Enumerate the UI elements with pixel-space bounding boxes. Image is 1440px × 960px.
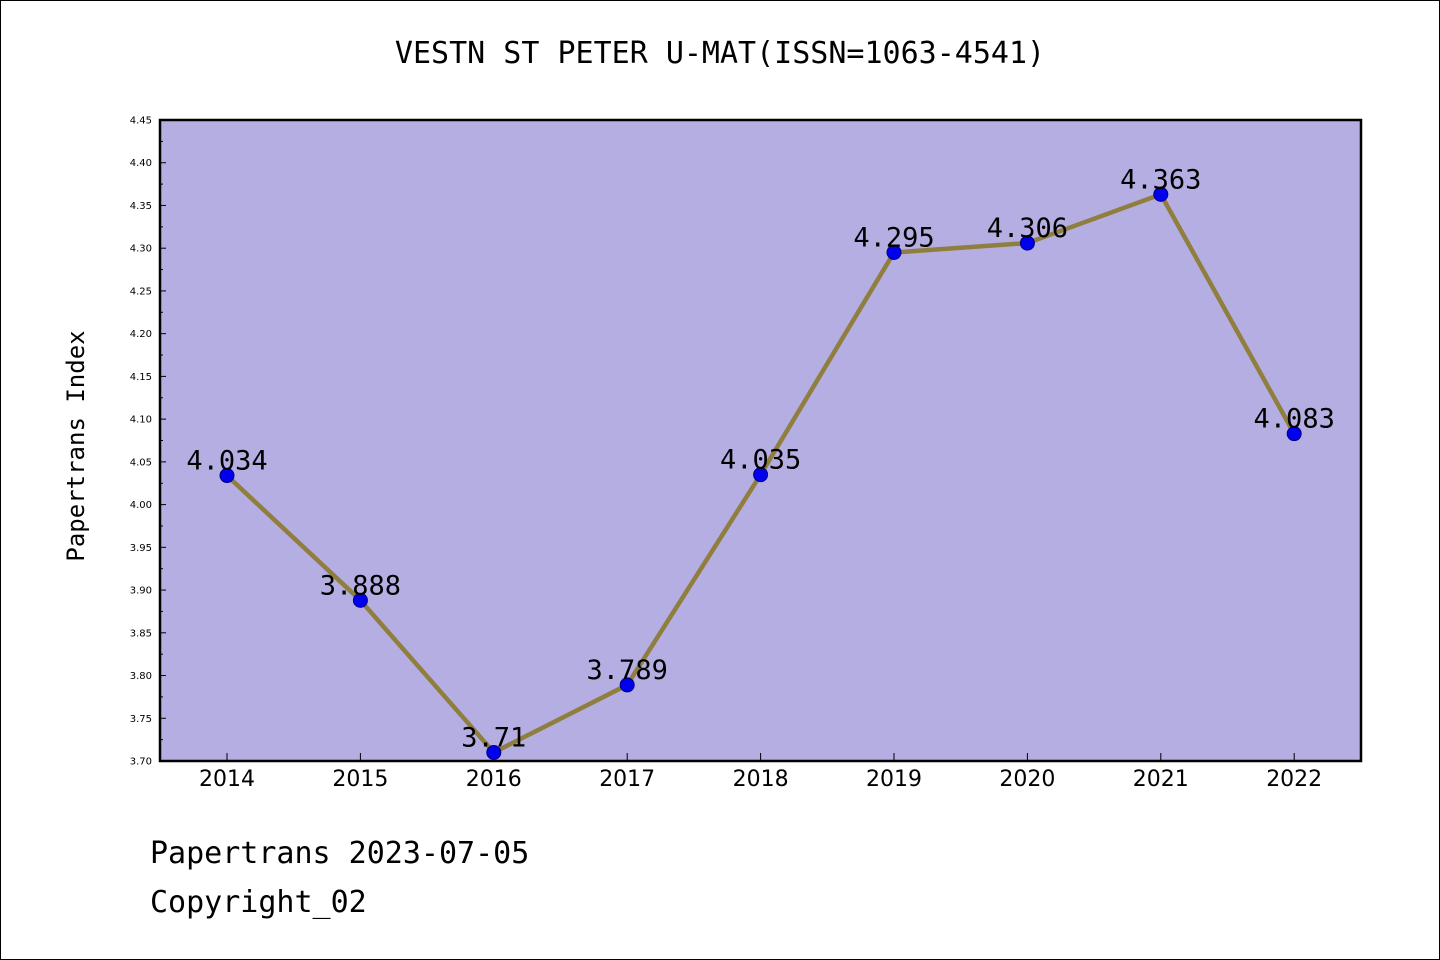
y-tick-label: 4.35 bbox=[130, 201, 152, 212]
y-tick-label: 3.90 bbox=[130, 586, 152, 597]
y-axis: 3.70 3.75 3.80 3.85 3.90 3.95 4.00 4.05 4.10 4.15… bbox=[130, 116, 166, 768]
data-point bbox=[1153, 186, 1169, 202]
y-tick-label: 3.95 bbox=[130, 543, 152, 554]
y-tick-label: 4.10 bbox=[130, 415, 152, 426]
data-label: 4.034 bbox=[186, 446, 267, 477]
chart-title: VESTN ST PETER U-MAT(ISSN=1063-4541) bbox=[394, 36, 1046, 71]
data-point bbox=[619, 677, 635, 693]
data-label: 4.083 bbox=[1254, 404, 1335, 435]
data-labels: 4.034 3.888 3.71 3.789 4.035 4.295 4.306 4.363 4… bbox=[186, 164, 1334, 753]
data-label: 4.295 bbox=[853, 222, 934, 253]
data-label: 4.363 bbox=[1120, 164, 1201, 195]
y-tick-label: 4.25 bbox=[130, 286, 152, 297]
data-point bbox=[219, 468, 235, 484]
y-tick-label: 4.20 bbox=[130, 329, 152, 340]
y-tick-label: 4.05 bbox=[130, 457, 152, 468]
data-point bbox=[886, 244, 902, 260]
data-label: 4.306 bbox=[987, 213, 1068, 244]
y-tick-label: 3.85 bbox=[130, 628, 152, 639]
x-tick-label: 2016 bbox=[466, 767, 522, 792]
y-axis-label: Papertrans Index bbox=[62, 330, 90, 561]
data-label: 3.789 bbox=[587, 655, 668, 686]
data-point bbox=[1019, 235, 1035, 251]
data-label: 3.888 bbox=[320, 570, 401, 601]
y-tick-label: 3.70 bbox=[130, 757, 152, 768]
footer-copyright: Copyright_02 bbox=[150, 885, 367, 920]
data-label: 4.035 bbox=[720, 445, 801, 476]
data-point bbox=[352, 592, 368, 608]
data-point bbox=[1286, 426, 1302, 442]
y-tick-label: 4.40 bbox=[130, 158, 152, 169]
x-axis: 2014 2015 2016 2017 2018 2019 2020 2021 2022 bbox=[199, 753, 1322, 792]
x-tick-label: 2020 bbox=[999, 767, 1055, 792]
data-point bbox=[486, 744, 502, 760]
y-tick-label: 3.80 bbox=[130, 671, 152, 682]
x-tick-label: 2019 bbox=[866, 767, 922, 792]
x-tick-label: 2017 bbox=[599, 767, 655, 792]
plot-area bbox=[158, 118, 1363, 763]
data-point bbox=[753, 467, 769, 483]
y-tick-label: 4.00 bbox=[130, 500, 152, 511]
x-tick-label: 2015 bbox=[332, 767, 388, 792]
y-tick-label: 3.75 bbox=[130, 714, 152, 725]
x-tick-label: 2018 bbox=[733, 767, 789, 792]
footer-date: Papertrans 2023-07-05 bbox=[150, 836, 530, 871]
series-line-group bbox=[219, 186, 1302, 760]
y-tick-label: 4.30 bbox=[130, 244, 152, 255]
x-tick-label: 2021 bbox=[1133, 767, 1189, 792]
data-label: 3.71 bbox=[461, 722, 526, 753]
y-tick-label: 4.45 bbox=[130, 116, 152, 127]
x-tick-label: 2014 bbox=[199, 767, 255, 792]
x-tick-label: 2022 bbox=[1266, 767, 1322, 792]
y-tick-label: 4.15 bbox=[130, 372, 152, 383]
